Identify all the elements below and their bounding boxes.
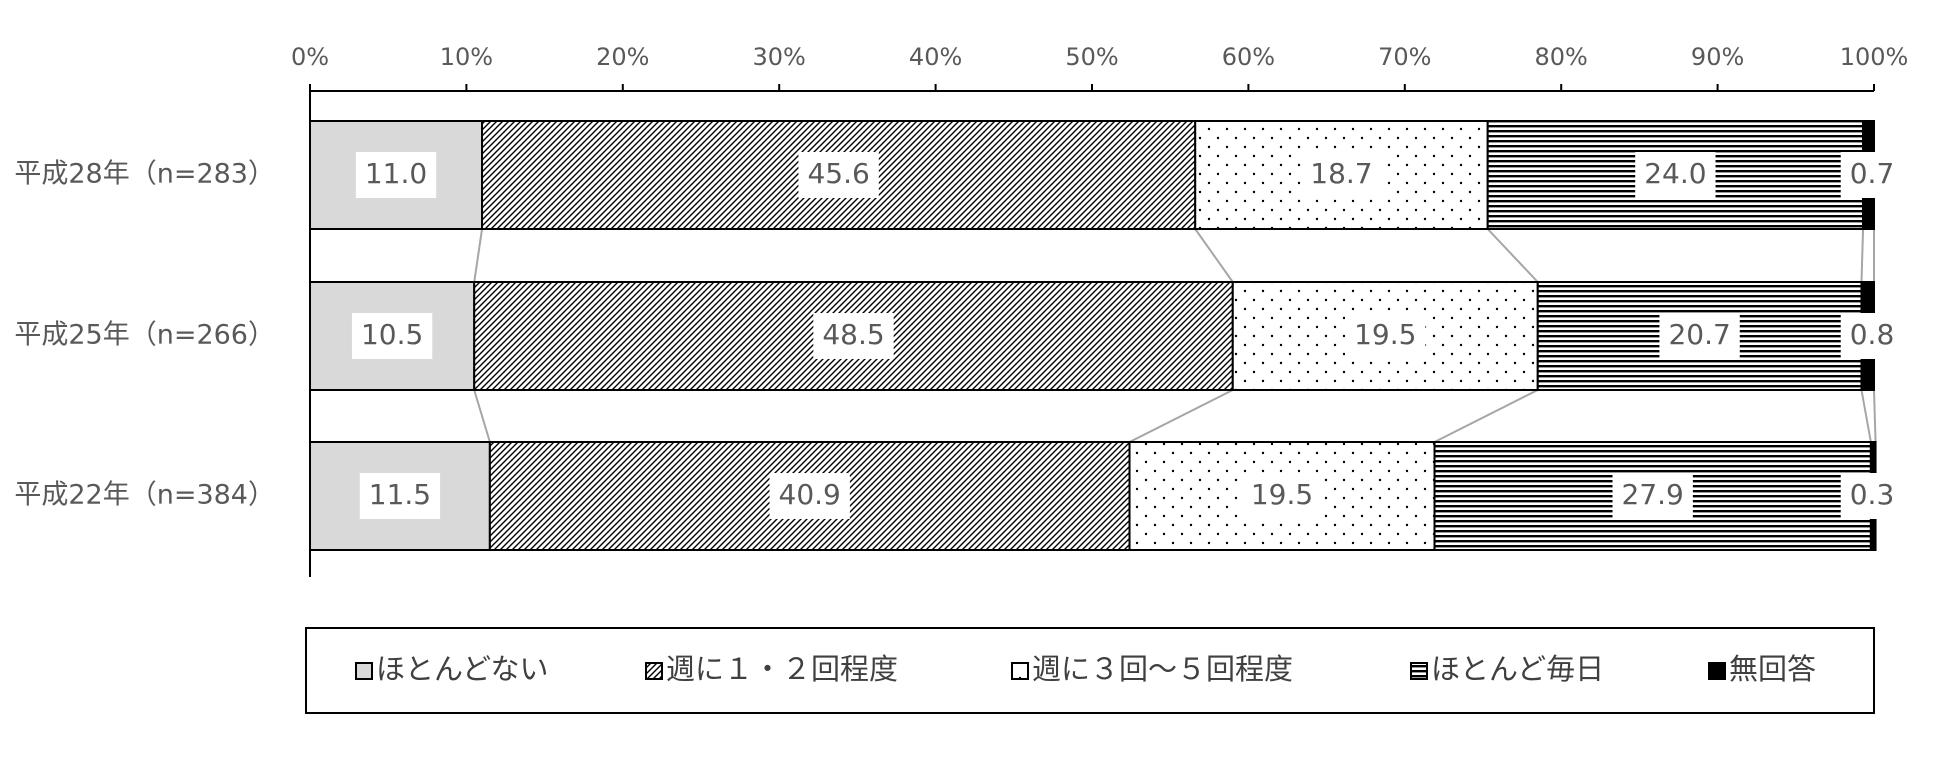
legend-label: 無回答 — [1729, 652, 1816, 686]
value-label: 40.9 — [779, 478, 841, 511]
legend-swatch — [1011, 662, 1029, 680]
value-label: 10.5 — [361, 318, 423, 351]
value-label: 20.7 — [1668, 318, 1730, 351]
legend-label: 週に３回～５回程度 — [1032, 652, 1293, 686]
value-label: 0.7 — [1850, 157, 1895, 190]
value-label-bg — [769, 473, 850, 519]
x-tick-label: 10% — [440, 43, 493, 71]
connector — [1486, 228, 1539, 283]
value-label-bg — [359, 473, 441, 519]
value-label: 11.0 — [365, 157, 427, 190]
value-label: 11.5 — [369, 478, 431, 511]
value-label-bg — [1840, 152, 1904, 198]
value-label-bg — [1612, 473, 1693, 519]
legend-swatch — [1708, 662, 1726, 680]
legend-swatch — [1410, 662, 1428, 680]
legend-box — [305, 627, 1875, 714]
connector — [1860, 228, 1865, 283]
value-label: 27.9 — [1622, 478, 1684, 511]
x-tick-label: 40% — [909, 43, 962, 71]
x-tick-label: 30% — [753, 43, 806, 71]
value-label-bg — [813, 313, 894, 359]
x-tick-label: 50% — [1065, 43, 1118, 71]
value-label-bg — [355, 152, 437, 198]
value-label-bg — [1635, 152, 1716, 198]
connector — [1873, 389, 1877, 443]
value-label: 45.6 — [807, 157, 869, 190]
legend-swatch — [645, 662, 663, 680]
connector — [1860, 389, 1872, 443]
value-label: 48.5 — [822, 318, 884, 351]
legend-label: ほとんどない — [376, 652, 549, 686]
connector — [1129, 389, 1234, 443]
x-tick-label: 80% — [1535, 43, 1588, 71]
value-label-bg — [1840, 473, 1904, 519]
value-label: 19.5 — [1354, 318, 1416, 351]
value-label-bg — [1345, 313, 1426, 359]
value-label-bg — [1301, 152, 1382, 198]
x-tick-label: 100% — [1840, 43, 1909, 71]
value-label: 19.5 — [1251, 478, 1313, 511]
category-label: 平成28年（n=283） — [14, 159, 275, 190]
legend-swatch — [355, 662, 373, 680]
value-label-bg — [1840, 313, 1904, 359]
value-label-bg — [1241, 473, 1323, 519]
value-label-bg — [798, 152, 879, 198]
category-label: 平成22年（n=384） — [14, 480, 275, 511]
value-label-bg — [1659, 313, 1740, 359]
connector — [473, 389, 491, 443]
x-tick-label: 0% — [291, 43, 329, 71]
x-tick-label: 90% — [1691, 43, 1744, 71]
connector — [1434, 389, 1539, 443]
connector — [473, 228, 484, 283]
value-label: 0.3 — [1850, 478, 1895, 511]
legend-label: ほとんど毎日 — [1431, 652, 1604, 686]
value-label: 0.8 — [1850, 318, 1895, 351]
value-label: 24.0 — [1644, 157, 1706, 190]
connector — [1194, 228, 1234, 283]
category-label: 平成25年（n=266） — [14, 320, 275, 351]
value-label-bg — [351, 313, 433, 359]
value-label: 18.7 — [1310, 157, 1372, 190]
legend-label: 週に１・２回程度 — [666, 652, 898, 686]
x-tick-label: 60% — [1222, 43, 1275, 71]
x-tick-label: 70% — [1378, 43, 1431, 71]
x-tick-label: 20% — [596, 43, 649, 71]
